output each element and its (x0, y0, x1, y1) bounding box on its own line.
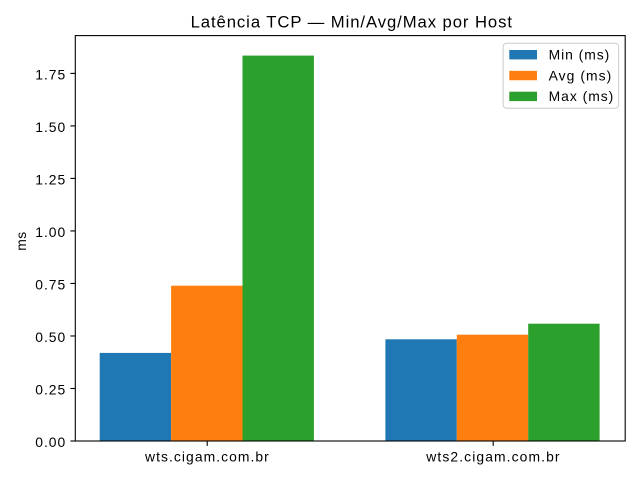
svg-text:Min (ms): Min (ms) (549, 46, 610, 62)
svg-text:Max (ms): Max (ms) (549, 88, 614, 104)
svg-text:1.75: 1.75 (35, 66, 65, 82)
svg-text:1.00: 1.00 (35, 224, 65, 240)
svg-text:0.50: 0.50 (35, 329, 65, 345)
svg-text:0.25: 0.25 (35, 381, 65, 397)
svg-text:0.75: 0.75 (35, 276, 65, 292)
svg-text:wts2.cigam.com.br: wts2.cigam.com.br (425, 449, 560, 465)
svg-text:wts.cigam.com.br: wts.cigam.com.br (144, 449, 269, 465)
svg-text:1.50: 1.50 (35, 119, 65, 135)
svg-text:0.00: 0.00 (35, 434, 65, 450)
svg-text:Avg (ms): Avg (ms) (549, 67, 612, 83)
svg-text:Latência TCP — Min/Avg/Max por: Latência TCP — Min/Avg/Max por Host (191, 13, 513, 32)
svg-text:ms: ms (13, 232, 29, 251)
svg-text:1.25: 1.25 (35, 171, 65, 187)
